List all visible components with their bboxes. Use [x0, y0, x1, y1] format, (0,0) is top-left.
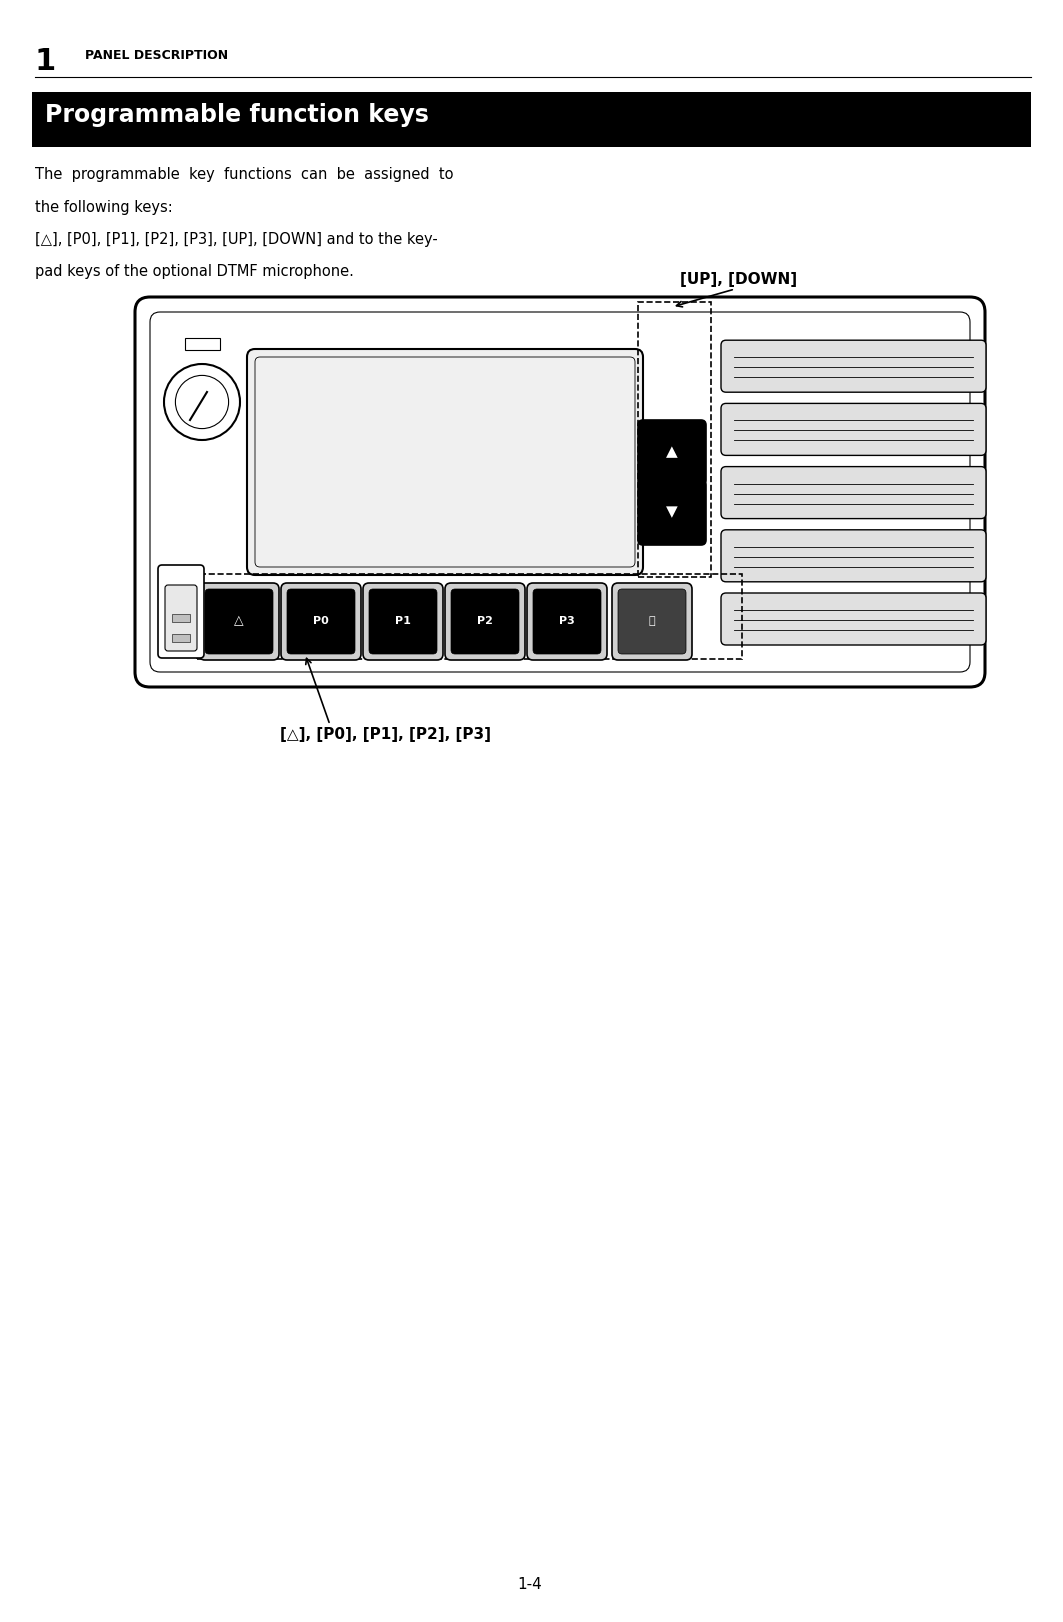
Circle shape [164, 363, 240, 440]
FancyBboxPatch shape [205, 589, 273, 654]
Text: 1: 1 [35, 47, 56, 76]
Text: [UP], [DOWN]: [UP], [DOWN] [680, 272, 797, 287]
FancyBboxPatch shape [638, 420, 706, 485]
FancyBboxPatch shape [158, 564, 204, 659]
Bar [172, 615, 190, 621]
Bar [185, 337, 220, 350]
Text: [△], [P0], [P1], [P2], [P3], [UP], [DOWN] and to the key-: [△], [P0], [P1], [P2], [P3], [UP], [DOWN… [35, 232, 438, 247]
FancyBboxPatch shape [721, 404, 986, 456]
Bar [172, 634, 190, 642]
FancyBboxPatch shape [135, 297, 985, 688]
Text: P2: P2 [477, 616, 493, 626]
FancyBboxPatch shape [247, 349, 643, 576]
Text: ⏻: ⏻ [648, 616, 655, 626]
FancyBboxPatch shape [165, 586, 197, 650]
FancyBboxPatch shape [533, 589, 601, 654]
Text: 1-4: 1-4 [518, 1577, 542, 1593]
Text: the following keys:: the following keys: [35, 200, 173, 216]
FancyBboxPatch shape [445, 582, 525, 660]
FancyBboxPatch shape [362, 582, 443, 660]
Text: The  programmable  key  functions  can  be  assigned  to: The programmable key functions can be as… [35, 167, 454, 182]
FancyBboxPatch shape [199, 582, 279, 660]
FancyBboxPatch shape [721, 594, 986, 646]
Text: P3: P3 [559, 616, 575, 626]
FancyBboxPatch shape [369, 589, 437, 654]
FancyBboxPatch shape [638, 480, 706, 545]
Bar [638, 302, 711, 577]
FancyBboxPatch shape [287, 589, 355, 654]
FancyBboxPatch shape [721, 341, 986, 393]
FancyBboxPatch shape [527, 582, 607, 660]
FancyBboxPatch shape [281, 582, 361, 660]
FancyBboxPatch shape [721, 467, 986, 519]
FancyBboxPatch shape [451, 589, 519, 654]
Bar [197, 574, 742, 659]
Text: P1: P1 [395, 616, 411, 626]
Text: PANEL DESCRIPTION: PANEL DESCRIPTION [85, 49, 229, 62]
Text: Programmable function keys: Programmable function keys [45, 104, 428, 127]
Text: pad keys of the optional DTMF microphone.: pad keys of the optional DTMF microphone… [35, 264, 354, 279]
Text: △: △ [234, 615, 243, 628]
Text: ▼: ▼ [667, 504, 678, 519]
FancyBboxPatch shape [721, 530, 986, 582]
Text: P0: P0 [314, 616, 328, 626]
Text: [△], [P0], [P1], [P2], [P3]: [△], [P0], [P1], [P2], [P3] [280, 727, 491, 741]
Text: ▲: ▲ [667, 444, 678, 459]
FancyBboxPatch shape [612, 582, 692, 660]
FancyBboxPatch shape [618, 589, 686, 654]
FancyBboxPatch shape [32, 92, 1031, 148]
